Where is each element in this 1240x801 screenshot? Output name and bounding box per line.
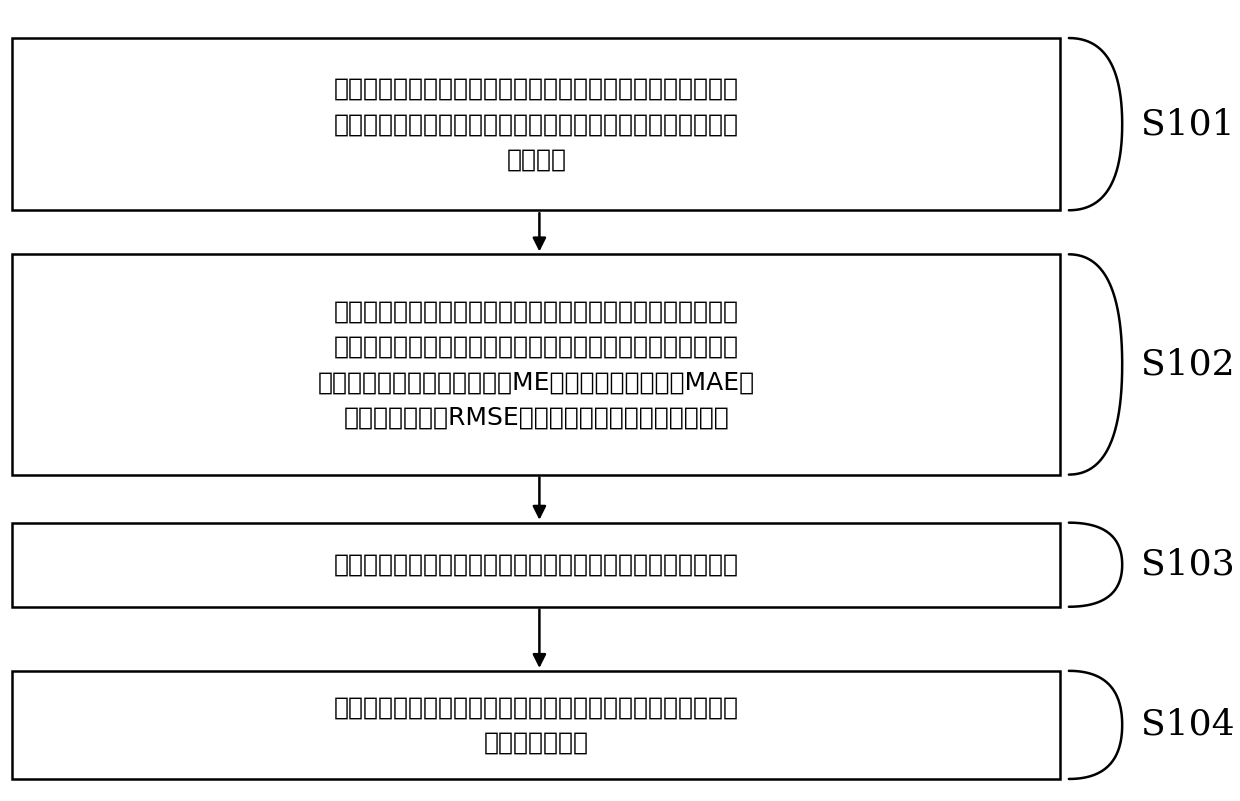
Bar	[12, 38, 1060, 211]
Bar	[12, 671, 1060, 779]
Text: 测定土壤养分与土壤水分、环境变量及施肥量之间的相关关系: 测定土壤养分与土壤水分、环境变量及施肥量之间的相关关系	[334, 553, 739, 577]
Bar	[12, 523, 1060, 607]
Text: S102: S102	[1141, 348, 1235, 381]
Text: S104: S104	[1141, 708, 1235, 742]
Text: S103: S103	[1141, 548, 1235, 582]
Bar	[12, 254, 1060, 474]
Text: 利用投影寻踪模型对土壤养分进行综合评价，并制作评价等级
结果空间分布图: 利用投影寻踪模型对土壤养分进行综合评价，并制作评价等级 结果空间分布图	[334, 695, 739, 755]
Text: 采集土壤样品，测定各项土壤养分指标和土壤水分；搜集多种
环境变量数据：土壤因子、气候因子、地形因子、植被指数和
施肥数据: 采集土壤样品，测定各项土壤养分指标和土壤水分；搜集多种 环境变量数据：土壤因子、…	[334, 77, 739, 171]
Text: S101: S101	[1141, 107, 1235, 141]
Text: 使用相关性分析和随机森林相结合的方式，对各个土壤养分指
标进行空间插值进行预测，确定土壤养分的空间分布状况；并
通过计算验证点的平均误差（ME）、平均绝对误差（: 使用相关性分析和随机森林相结合的方式，对各个土壤养分指 标进行空间插值进行预测，…	[317, 300, 755, 429]
